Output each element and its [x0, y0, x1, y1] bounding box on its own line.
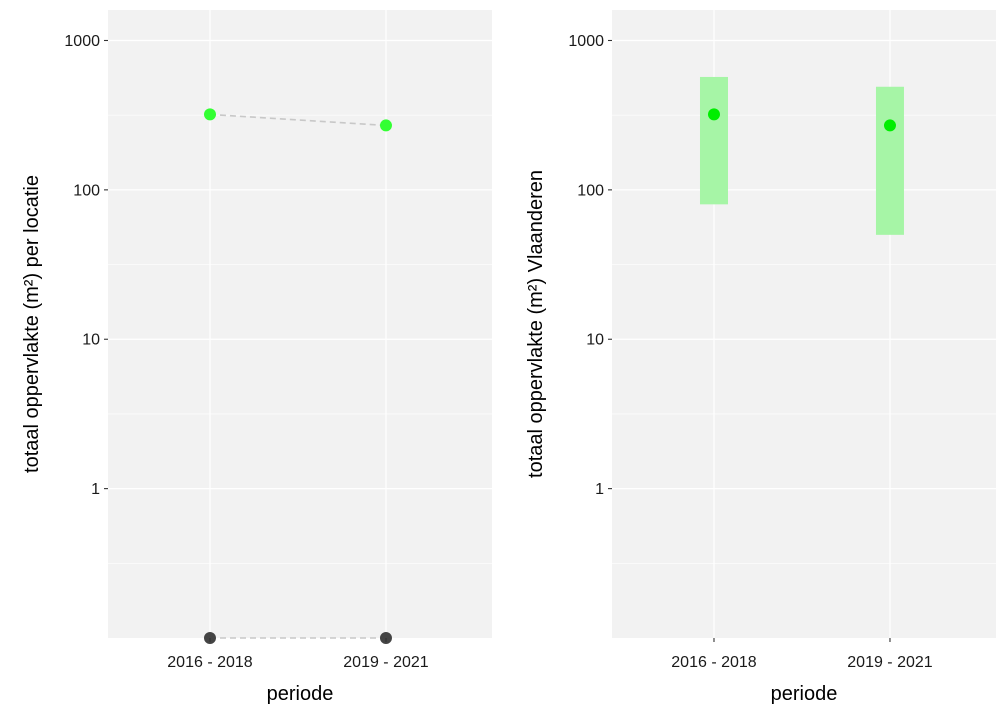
axis-ticks — [608, 39, 891, 642]
interval-bars — [699, 76, 904, 235]
tick-labels: 1 10 100 1000 2016 - 2018 2019 - 2021 — [568, 33, 932, 671]
y-tick-label: 10 — [586, 332, 604, 349]
y-tick-label: 1000 — [568, 33, 604, 50]
x-tick-label: 2019 - 2021 — [343, 654, 429, 671]
data-marks — [707, 108, 896, 132]
y-tick-label: 10 — [82, 332, 100, 349]
x-tick-label: 2019 - 2021 — [847, 654, 933, 671]
panel-background — [108, 10, 492, 638]
x-axis-title: periode — [771, 683, 838, 705]
y-tick-label: 100 — [73, 182, 100, 199]
y-tick-label: 1000 — [64, 33, 100, 50]
panel-background — [612, 10, 996, 638]
grid-lines — [108, 10, 492, 638]
axis-ticks — [104, 39, 387, 642]
x-tick-label: 2016 - 2018 — [671, 654, 757, 671]
y-axis-title: totaal oppervlakte (m²) Vlaanderen — [525, 170, 547, 478]
data-point — [707, 108, 720, 121]
tick-labels: 1 10 100 1000 2016 - 2018 2019 - 2021 — [64, 33, 428, 671]
x-tick-label: 2016 - 2018 — [167, 654, 253, 671]
chart-right: 1 10 100 1000 2016 - 2018 2019 - 2021 periode… — [525, 10, 996, 705]
chart-left: 1 10 100 1000 2016 - 2018 2019 - 2021 periode… — [21, 10, 492, 705]
interval-bar — [699, 76, 728, 205]
y-tick-label: 100 — [577, 182, 604, 199]
y-axis-title: totaal oppervlakte (m²) per locatie — [21, 175, 43, 473]
x-axis-title: periode — [267, 683, 334, 705]
data-point — [883, 119, 896, 132]
data-point — [203, 108, 216, 121]
data-point — [379, 119, 392, 132]
y-tick-label: 1 — [595, 481, 604, 498]
interval-bar — [875, 86, 904, 235]
y-tick-label: 1 — [91, 481, 100, 498]
